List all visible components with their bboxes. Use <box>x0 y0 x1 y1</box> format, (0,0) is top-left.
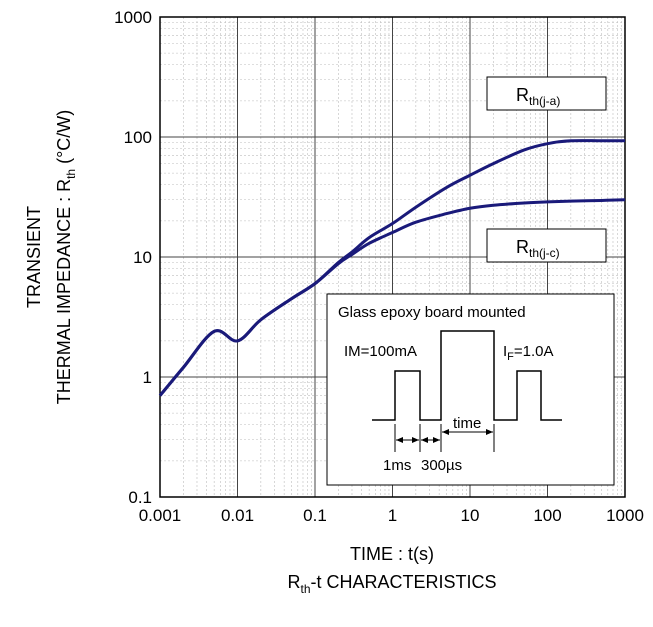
inset-box: Glass epoxy board mounted IM=100mA IF=1.… <box>326 293 615 486</box>
x-tick-label: 10 <box>461 506 480 525</box>
x-axis-title: TIME : t(s) <box>350 544 434 564</box>
legend-rth-ja-box <box>486 76 607 111</box>
legend-rth-ja-main: R <box>516 85 529 105</box>
legend-rth-jc-main: R <box>516 237 529 257</box>
inset-if-label: IF=1.0A <box>503 343 554 363</box>
x-tick-label: 0.01 <box>221 506 254 525</box>
x-tick-label: 0.001 <box>139 506 182 525</box>
pulse-waveform <box>372 330 562 421</box>
caption-sub: th <box>300 582 310 596</box>
inset-if-rest: =1.0A <box>514 343 554 360</box>
inset-300us-label: 300µs <box>421 457 462 474</box>
y-tick-label: 10 <box>133 248 152 267</box>
inset-if-main: I <box>503 343 507 360</box>
y-axis-title-sub: th <box>64 169 78 179</box>
inset-title: Glass epoxy board mounted <box>338 304 526 321</box>
inset-time-label: time <box>453 415 481 432</box>
y-axis-title-main: THERMAL IMPEDANCE : R <box>54 179 74 404</box>
legend-rth-jc-text: Rth(j-c) <box>516 237 560 260</box>
y-tick-label: 1 <box>143 368 152 387</box>
series-line-rth-jc <box>158 198 626 397</box>
x-tick-label: 100 <box>533 506 561 525</box>
legend-rth-ja-sub: th(j-a) <box>529 94 560 108</box>
inset-dimension-lines <box>394 424 495 452</box>
y-axis-title-line1: TRANSIENT <box>24 206 44 308</box>
x-tick-labels: 0.001 0.01 0.1 1 10 100 1000 <box>139 506 644 525</box>
legend-rth-ja: Rth(j-a) <box>486 76 607 111</box>
y-axis-title-unit: (°C/W) <box>54 110 74 169</box>
inset-arrowheads <box>396 429 493 443</box>
y-tick-label: 100 <box>124 128 152 147</box>
legend-rth-ja-text: Rth(j-a) <box>516 85 560 108</box>
inset-frame <box>326 293 615 486</box>
inset-im-label: IM=100mA <box>344 343 417 360</box>
y-tick-label: 0.1 <box>128 488 152 507</box>
y-tick-label: 1000 <box>114 8 152 27</box>
inset-1ms-label: 1ms <box>383 457 411 474</box>
x-tick-label: 1000 <box>606 506 644 525</box>
x-tick-label: 0.1 <box>303 506 327 525</box>
x-tick-label: 1 <box>388 506 397 525</box>
chart-caption: Rth-t CHARACTERISTICS <box>287 572 496 596</box>
inset-if-sub: F <box>507 351 514 363</box>
caption-rest: -t CHARACTERISTICS <box>311 572 497 592</box>
legend-rth-jc-box <box>486 228 607 263</box>
y-tick-labels: 0.1 1 10 100 1000 <box>114 8 152 507</box>
legend-rth-jc-sub: th(j-c) <box>529 246 560 260</box>
caption-main: R <box>287 572 300 592</box>
plot-frame <box>159 16 626 498</box>
legend-rth-jc: Rth(j-c) <box>486 228 607 263</box>
y-axis-title-line2: THERMAL IMPEDANCE : Rth (°C/W) <box>54 110 78 405</box>
series-lines <box>158 139 626 397</box>
